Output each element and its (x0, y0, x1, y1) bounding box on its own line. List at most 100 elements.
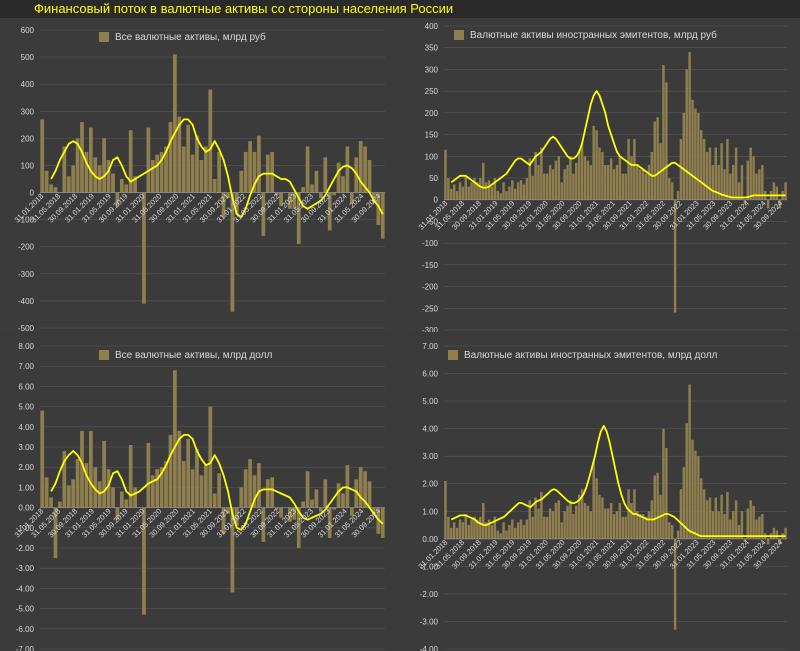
bar (732, 511, 735, 539)
bar (609, 503, 613, 539)
bar (199, 475, 204, 508)
bar (775, 530, 779, 539)
bar (177, 430, 182, 508)
y-tick-label: -500 (18, 324, 35, 332)
y-tick-label: -4.00 (420, 645, 439, 651)
page-title: Финансовый поток в валютные активы со ст… (0, 0, 800, 18)
bar (217, 473, 221, 508)
bar (717, 511, 720, 539)
bar (106, 469, 111, 508)
bar (737, 182, 741, 200)
bar (615, 511, 619, 539)
bar (458, 182, 462, 200)
y-tick-label: 2.00 (422, 480, 438, 489)
y-tick-label: 3.00 (18, 443, 34, 452)
bar (609, 158, 613, 200)
bar (49, 497, 53, 508)
bar (624, 173, 627, 200)
y-tick-label: 150 (425, 131, 439, 140)
chart-panel-rub-foreign: -300 -250 -200 -150 -100 -50 0 50 100 150 200 250 30… (402, 18, 800, 332)
y-tick-label: -250 (422, 304, 439, 313)
bar (641, 169, 645, 200)
moving-average-line (450, 425, 786, 537)
bar (726, 138, 729, 200)
y-tick-label: -3.00 (420, 617, 439, 626)
bar (673, 199, 677, 313)
bar (554, 160, 558, 200)
y-tick-label: 3.00 (422, 452, 438, 461)
y-tick-label: -2.00 (16, 544, 35, 553)
bar (729, 519, 732, 539)
y-tick-label: -200 (18, 243, 35, 252)
bar (676, 530, 680, 539)
bar (697, 456, 700, 539)
bar (766, 199, 770, 209)
bar (376, 192, 381, 226)
bar (97, 481, 102, 508)
bar (708, 497, 712, 539)
bar (484, 182, 488, 200)
bar (528, 158, 531, 200)
bar (115, 192, 120, 207)
bar (452, 184, 456, 200)
bar (319, 507, 323, 512)
y-tick-label: -300 (18, 270, 35, 279)
bar (708, 147, 712, 200)
bar (569, 156, 572, 200)
bar (740, 511, 744, 539)
bar (190, 154, 195, 193)
bar (595, 478, 598, 539)
bar (589, 164, 593, 200)
bar (44, 477, 49, 508)
bar (540, 147, 543, 200)
bar (519, 180, 523, 200)
bar (697, 112, 700, 200)
bar (604, 508, 607, 539)
bar (513, 188, 517, 200)
y-tick-label: 2.00 (18, 463, 34, 472)
bar (540, 491, 543, 539)
bar (502, 522, 505, 539)
chart-panel-rub-all: -500 -400 -300 -200 -100 0 100 200 300 400 500 600 3… (0, 18, 398, 332)
bar (467, 186, 470, 200)
bar (115, 507, 120, 520)
y-tick-label: -50 (426, 217, 438, 226)
bar (482, 162, 485, 200)
bar (345, 146, 350, 193)
bar (327, 192, 332, 231)
legend-swatch (99, 32, 109, 42)
bar (345, 465, 350, 508)
bar (354, 479, 359, 508)
bar (133, 176, 137, 193)
legend-label: Валютные активы иностранных эмитентов, м… (464, 350, 718, 361)
bar (482, 503, 485, 539)
bar (62, 451, 67, 508)
bar (627, 138, 630, 200)
bar (548, 508, 552, 539)
bar (702, 138, 706, 200)
bar (511, 180, 514, 200)
bar (778, 538, 781, 545)
y-tick-label: 250 (425, 87, 439, 96)
y-tick-label: -400 (18, 297, 35, 306)
y-tick-label: 400 (21, 80, 35, 89)
bar (630, 503, 633, 539)
bar (461, 522, 465, 539)
bar (270, 151, 275, 193)
bar (758, 516, 761, 539)
bar (644, 516, 648, 539)
bar (327, 507, 332, 538)
bar (688, 52, 691, 200)
bar (746, 160, 749, 200)
bar (75, 459, 80, 508)
bar (679, 138, 683, 200)
bar (726, 491, 729, 539)
y-tick-label: -3.00 (16, 564, 35, 573)
bar (199, 160, 204, 193)
bar (711, 511, 715, 539)
bar (577, 149, 581, 200)
legend-swatch (454, 30, 464, 40)
bar (450, 527, 453, 539)
y-tick-label: 7.00 (422, 342, 438, 351)
bar (670, 525, 674, 539)
